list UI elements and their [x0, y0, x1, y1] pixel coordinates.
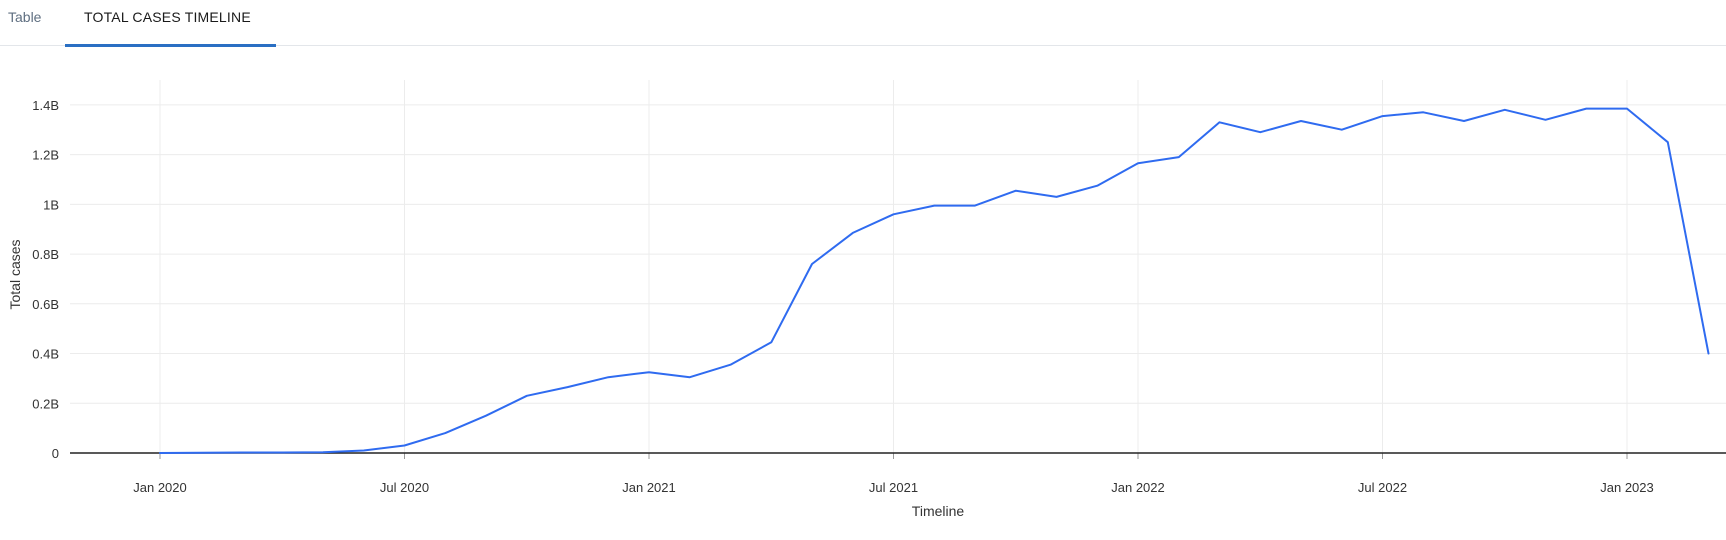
series-layer [159, 107, 1710, 454]
x-tick-label: Jul 2020 [380, 480, 429, 495]
x-tick-label: Jan 2023 [1600, 480, 1654, 495]
axes: 0 0.2B 0.4B 0.6B 0.8B 1B 1.2B 1.4B Jan 2020 Jul 2… [32, 98, 1726, 495]
y-tick-label: 0.6B [32, 297, 59, 312]
x-tick-label: Jul 2021 [869, 480, 918, 495]
x-tick-label: Jul 2022 [1358, 480, 1407, 495]
total-cases-line-chart: 0 0.2B 0.4B 0.6B 0.8B 1B 1.2B 1.4B Jan 2020 Jul 2… [7, 80, 1726, 519]
x-tick-label: Jan 2021 [622, 480, 676, 495]
y-tick-label: 0 [52, 446, 59, 461]
total-cases-series-line [159, 107, 1710, 454]
x-tick-label: Jan 2022 [1111, 480, 1165, 495]
y-axis-label: Total cases [7, 239, 23, 309]
y-tick-label: 0.4B [32, 347, 59, 362]
tab-bar: Table TOTAL CASES TIMELINE [0, 0, 1726, 47]
y-tick-label: 0.2B [32, 396, 59, 411]
grid-lines [70, 80, 1726, 453]
tab-total-cases-timeline-label: TOTAL CASES TIMELINE [84, 9, 251, 25]
x-axis-label: Timeline [912, 503, 965, 519]
y-tick-label: 1.4B [32, 98, 59, 113]
y-tick-label: 1B [43, 197, 59, 212]
y-tick-label: 1.2B [32, 148, 59, 163]
x-tick-label: Jan 2020 [133, 480, 187, 495]
tab-table[interactable]: Table [8, 9, 42, 25]
tab-total-cases-timeline[interactable]: TOTAL CASES TIMELINE [65, 0, 276, 47]
y-tick-label: 0.8B [32, 247, 59, 262]
active-tab-indicator [65, 44, 276, 47]
